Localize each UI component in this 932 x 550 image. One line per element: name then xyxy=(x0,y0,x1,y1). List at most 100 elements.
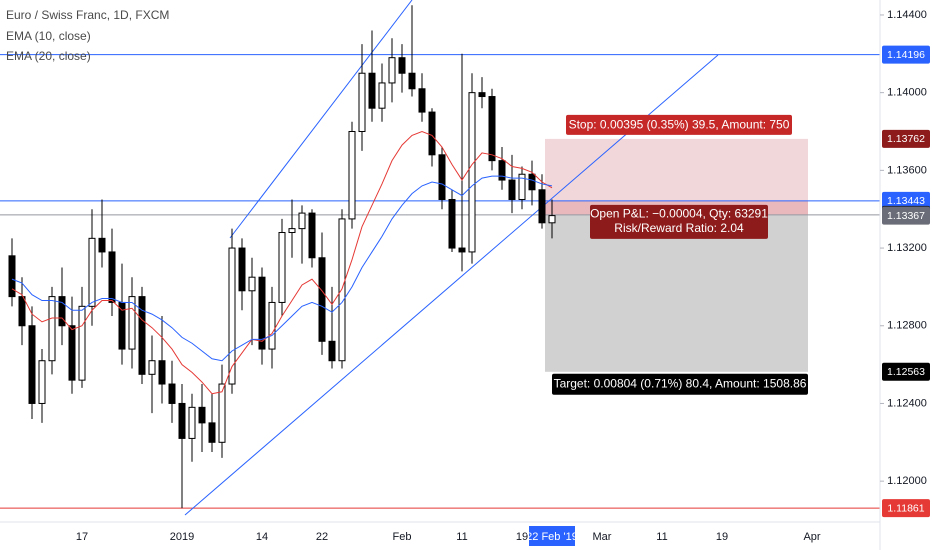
y-tick-label: 1.13600 xyxy=(887,164,927,176)
price-badge xyxy=(882,191,930,210)
rr-label: Risk/Reward Ratio: 2.04 xyxy=(614,221,744,235)
candle-body xyxy=(268,301,276,350)
candle-body xyxy=(438,154,446,200)
candle-body xyxy=(378,82,386,109)
candle-body xyxy=(328,340,336,362)
price-badge-label: 1.13762 xyxy=(887,133,925,145)
candle-body xyxy=(418,88,426,113)
candle-body xyxy=(218,383,226,443)
candle-body xyxy=(408,72,416,90)
y-tick-label: 1.14000 xyxy=(887,87,927,99)
candle-body xyxy=(398,57,406,74)
legend-entry: EMA (10, close) xyxy=(6,29,91,43)
candle-body xyxy=(48,296,56,362)
candle-body xyxy=(108,251,116,303)
candle-body xyxy=(88,237,96,307)
x-tick-label: 22 Feb '19 xyxy=(526,531,578,543)
price-badge-label: 1.13367 xyxy=(887,210,925,222)
candle-body xyxy=(428,111,436,156)
candle-body xyxy=(358,72,366,133)
candle-body xyxy=(208,422,216,443)
y-tick-label: 1.13200 xyxy=(887,242,927,254)
candle-body xyxy=(158,360,166,385)
candle-body xyxy=(448,198,456,249)
legend-title: Euro / Swiss Franc, 1D, FXCM xyxy=(6,8,169,22)
candle-body xyxy=(488,96,496,162)
price-badge-label: 1.13443 xyxy=(887,195,925,207)
ema-line xyxy=(11,130,553,395)
x-tick-label: 17 xyxy=(76,531,88,543)
candle-body xyxy=(288,228,296,234)
candle-body xyxy=(318,257,326,342)
candle-body xyxy=(518,173,526,200)
x-tick-label: 19 xyxy=(716,531,728,543)
candle-body xyxy=(228,247,236,385)
legend-entry: EMA (20, close) xyxy=(6,49,91,63)
stop-zone xyxy=(545,138,808,201)
candle-body xyxy=(138,296,146,375)
x-tick-label: 11 xyxy=(656,531,667,543)
candle-body xyxy=(148,360,156,375)
candle-body xyxy=(458,247,466,253)
y-tick-label: 1.12400 xyxy=(887,397,927,409)
candle-body xyxy=(368,72,376,109)
x-tick-label: 2019 xyxy=(170,531,194,543)
target-label-box xyxy=(552,373,808,395)
candle-body xyxy=(338,218,346,362)
candle-body xyxy=(248,276,256,292)
candle-body xyxy=(18,296,26,327)
x-tick-label: 11 xyxy=(456,531,467,543)
price-badge-label: 1.12563 xyxy=(887,366,925,378)
candle-body xyxy=(348,131,356,220)
target-zone xyxy=(545,214,808,372)
ema-line xyxy=(11,175,553,362)
y-tick-label: 1.12000 xyxy=(887,475,927,487)
candle-body xyxy=(498,160,506,181)
candle-body xyxy=(278,232,286,303)
candle-body xyxy=(388,57,396,84)
x-tick-label: 14 xyxy=(256,531,268,543)
position-labels: Stop: 0.00395 (0.35%) 39.5, Amount: 750 O… xyxy=(552,114,808,395)
candle-body xyxy=(298,212,306,230)
candle-body xyxy=(128,296,136,350)
target-label: Target: 0.00804 (0.71%) 80.4, Amount: 15… xyxy=(554,376,807,390)
pnl-label-box xyxy=(590,204,768,239)
x-tick-label: 19 xyxy=(516,531,528,543)
candle-body xyxy=(168,383,176,404)
x-tick-label: Apr xyxy=(803,531,820,543)
price-badge xyxy=(882,129,930,148)
y-tick-label: 1.12800 xyxy=(887,320,927,332)
candle-body xyxy=(548,215,556,224)
candle-body xyxy=(98,237,106,253)
candle-body xyxy=(8,255,16,298)
price-badge-label: 1.11861 xyxy=(887,502,924,514)
y-tick-label: 1.14400 xyxy=(887,9,927,21)
candle-body xyxy=(468,92,476,253)
price-badge xyxy=(882,499,930,518)
candle-body xyxy=(178,402,186,439)
x-tick-label: 22 xyxy=(316,531,328,543)
trend-line[interactable] xyxy=(229,0,413,239)
candle-body xyxy=(478,92,486,98)
crosshair-date-box xyxy=(529,526,575,546)
candle-body xyxy=(78,305,86,381)
axes: 1.14400 1.14000 1.13600 1.13200 1.12800 1.124… xyxy=(76,9,930,546)
candle-body xyxy=(258,276,266,350)
pnl-label: Open P&L: −0.00004, Qty: 63291 xyxy=(590,207,768,221)
candle-body xyxy=(58,296,66,327)
position-tool[interactable] xyxy=(545,138,808,372)
x-tick-label: Mar xyxy=(593,531,612,543)
price-badge xyxy=(882,45,930,64)
price-badge-label: 1.14196 xyxy=(887,49,925,61)
plot xyxy=(8,5,556,509)
candle-body xyxy=(188,406,196,439)
candle-body xyxy=(68,325,76,381)
x-tick-label: Feb xyxy=(393,531,412,543)
candle-body xyxy=(508,179,516,200)
candle-body xyxy=(308,212,316,259)
candle-body xyxy=(238,247,246,292)
candle-body xyxy=(538,189,546,224)
candle-body xyxy=(38,360,46,404)
candle-body xyxy=(198,406,206,424)
